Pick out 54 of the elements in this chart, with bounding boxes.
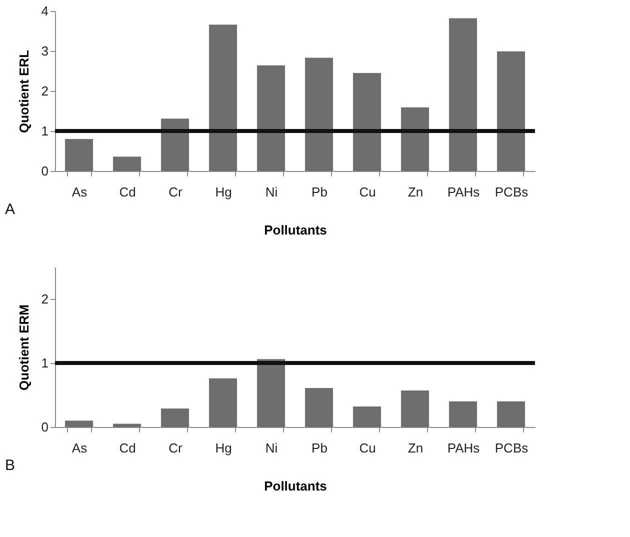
bar xyxy=(161,408,189,427)
text: A xyxy=(5,201,16,218)
y-axis-title: Quotient ERL xyxy=(16,50,32,134)
y-tick-label: 4 xyxy=(41,4,48,18)
x-tick-label: Hg xyxy=(215,440,232,456)
y-tick-label: 2 xyxy=(41,84,48,98)
bar xyxy=(449,401,477,427)
bar xyxy=(257,359,285,427)
x-tick-label: Pb xyxy=(312,184,328,200)
y-tick-label: 0 xyxy=(41,420,48,434)
bar xyxy=(113,156,141,171)
x-tick-label: Ni xyxy=(265,440,278,456)
x-tick-label: Cd xyxy=(119,184,136,200)
x-tick-label: PCBs xyxy=(494,440,529,456)
x-tick-label: Zn xyxy=(408,184,424,200)
x-tick-label: PCBs xyxy=(494,184,529,200)
bar xyxy=(65,139,93,171)
x-tick-label: Hg xyxy=(215,184,232,200)
x-tick-label: As xyxy=(72,184,88,200)
x-axis-title: Pollutants xyxy=(264,222,327,238)
bar xyxy=(257,65,285,171)
y-tick-label: 2 xyxy=(41,292,48,306)
x-tick-label: Pb xyxy=(312,440,328,456)
x-tick-label: Cu xyxy=(359,440,376,456)
x-tick-label: Ni xyxy=(265,184,278,200)
bar xyxy=(209,378,237,427)
y-tick-label: 1 xyxy=(41,124,48,138)
x-tick-label: Cd xyxy=(119,440,136,456)
bar xyxy=(497,401,525,427)
bar xyxy=(401,107,429,171)
x-tick-label: Cu xyxy=(359,184,376,200)
bar xyxy=(113,424,141,427)
bar xyxy=(161,118,189,171)
bar xyxy=(497,51,525,171)
x-tick-label: As xyxy=(72,440,88,456)
bar xyxy=(401,390,429,427)
x-tick-label: PAHs xyxy=(447,440,480,456)
bar xyxy=(449,18,477,171)
bar xyxy=(353,406,381,427)
y-tick-label: 3 xyxy=(41,44,48,58)
x-tick-label: Cr xyxy=(168,184,184,200)
bar xyxy=(305,388,333,427)
bar xyxy=(305,58,333,171)
x-axis-title: Pollutants xyxy=(264,478,327,494)
text: B xyxy=(5,457,16,474)
y-axis-title: Quotient ERM xyxy=(16,304,32,390)
x-tick-label: PAHs xyxy=(447,184,480,200)
y-tick-label: 0 xyxy=(41,164,48,178)
y-tick-label: 1 xyxy=(41,356,48,370)
x-tick-label: Zn xyxy=(408,440,424,456)
bar xyxy=(353,73,381,171)
bar xyxy=(209,24,237,171)
bar xyxy=(65,420,93,427)
x-tick-label: Cr xyxy=(168,440,184,456)
